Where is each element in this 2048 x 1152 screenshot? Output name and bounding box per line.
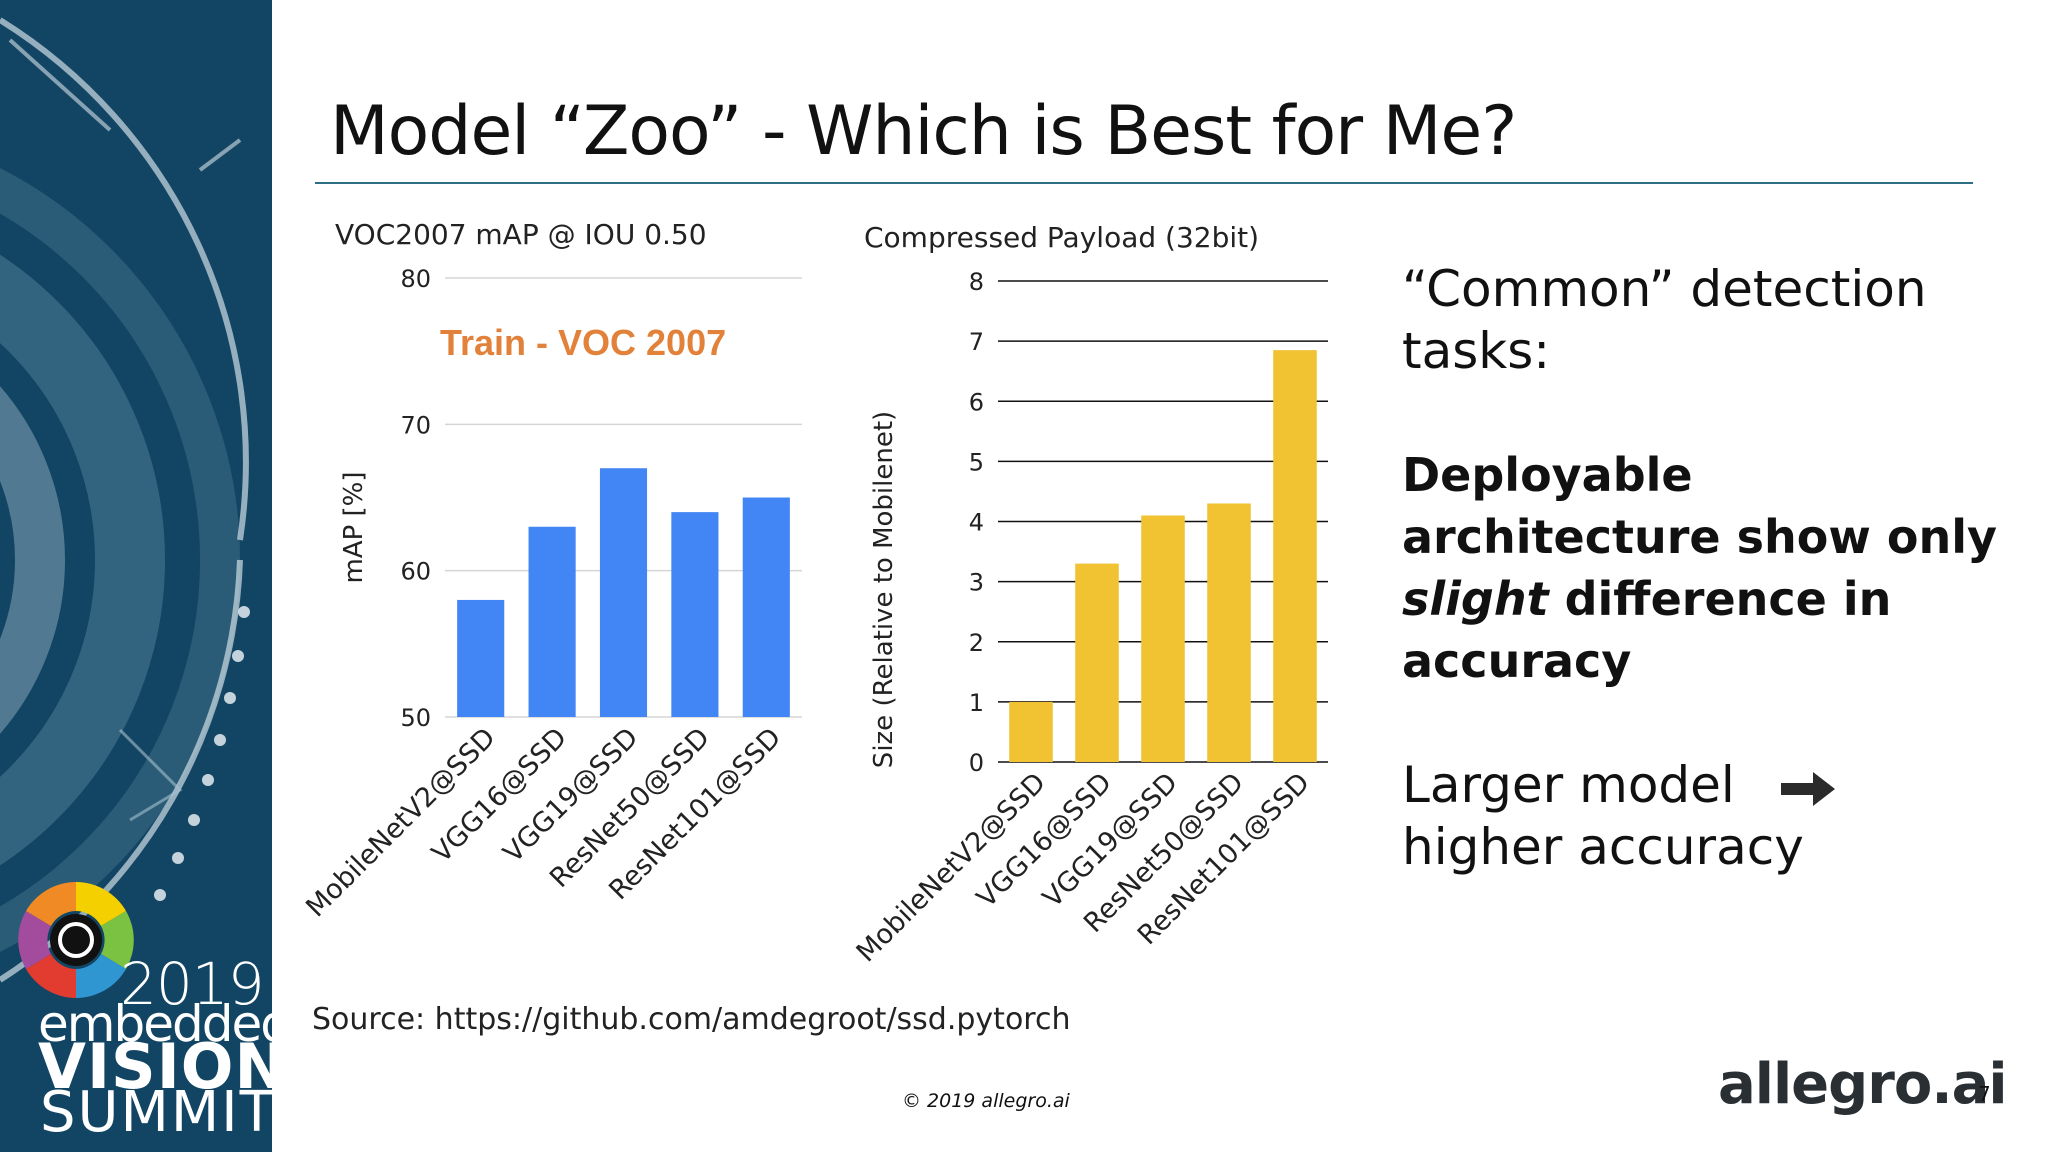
larger-model-line1: Larger model [1402, 756, 1735, 814]
bar-vgg16-ssd [1075, 563, 1119, 762]
page-number: 7 [1978, 1082, 1991, 1106]
source-citation: Source: https://github.com/amdegroot/ssd… [312, 1002, 1071, 1037]
chart-annotation: Train - VOC 2007 [440, 322, 726, 363]
summit-line-vision: VISION [38, 1030, 272, 1103]
bar-resnet101-ssd [742, 497, 790, 717]
brand-logo: allegro.ai [1718, 1052, 2008, 1117]
y-axis-label: Size (Relative to Mobilenet) [869, 411, 899, 768]
y-tick-label: 1 [969, 689, 984, 717]
y-tick-label: 6 [969, 388, 984, 416]
deployable-text-part1: Deployable architecture show only [1402, 448, 1997, 564]
right-panel: “Common” detection tasks: Deployable arc… [1402, 258, 2022, 878]
y-tick-label: 8 [969, 268, 984, 296]
y-tick-label: 7 [969, 328, 984, 356]
y-axis-label: mAP [%] [339, 471, 369, 583]
copyright-notice: © 2019 allegro.ai [902, 1090, 1070, 1112]
common-tasks-text: “Common” detection tasks: [1402, 260, 1927, 380]
bar-resnet50-ssd [1207, 503, 1251, 762]
chart-title: Compressed Payload (32bit) [864, 221, 1259, 254]
slide-title: Model “Zoo” - Which is Best for Me? [330, 92, 1517, 171]
y-tick-label: 70 [400, 411, 431, 439]
y-tick-label: 2 [969, 629, 984, 657]
bar-mobilenetv2-ssd [1009, 701, 1053, 762]
title-divider [315, 182, 1973, 184]
summit-line-summit: SUMMIT [40, 1080, 272, 1145]
deployable-text-emphasis: slight [1402, 572, 1549, 626]
summit-line-embedded: embedded [38, 995, 272, 1053]
y-tick-label: 5 [969, 448, 984, 476]
y-tick-label: 4 [969, 509, 984, 537]
bar-vgg19-ssd [1141, 515, 1185, 762]
bar-mobilenetv2-ssd [457, 599, 505, 717]
sidebar-decoration [0, 17, 250, 998]
chart-title: VOC2007 mAP @ IOU 0.50 [335, 218, 707, 251]
bar-resnet101-ssd [1273, 350, 1317, 762]
bar-resnet50-ssd [671, 512, 719, 717]
summit-logo-icon [18, 882, 134, 998]
sidebar: 2019 embedded VISION SUMMIT [0, 0, 272, 1152]
y-tick-label: 3 [969, 569, 984, 597]
larger-model-text: Larger model higher accuracy [1402, 754, 2022, 878]
right-arrow-icon [1780, 771, 1835, 806]
y-tick-label: 60 [400, 558, 431, 586]
bar-vgg16-ssd [528, 526, 576, 717]
bar-vgg19-ssd [599, 468, 648, 717]
y-tick-label: 80 [400, 265, 431, 293]
deployable-text-part2: difference in accuracy [1402, 572, 1892, 688]
y-tick-label: 0 [969, 749, 984, 777]
summit-year: 2019 [120, 950, 265, 1018]
larger-model-line2: higher accuracy [1402, 818, 1804, 876]
y-tick-label: 50 [400, 704, 431, 732]
deployable-text: Deployable architecture show only slight… [1402, 444, 2022, 692]
